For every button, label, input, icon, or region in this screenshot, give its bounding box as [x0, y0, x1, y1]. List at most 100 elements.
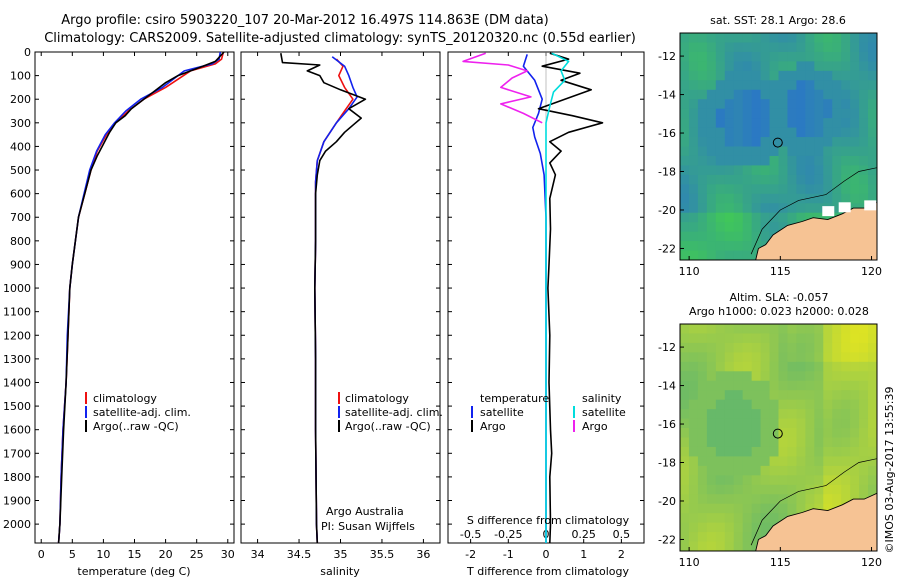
- heat-cell: [868, 99, 877, 110]
- heat-cell: [868, 446, 877, 457]
- heat-cell: [724, 33, 735, 43]
- heat-cell: [724, 380, 735, 391]
- heat-cell: [733, 108, 744, 119]
- y-tick-label: 400: [10, 140, 31, 153]
- heat-cell: [751, 118, 762, 129]
- heat-cell: [706, 222, 717, 233]
- heat-cell: [688, 494, 699, 505]
- heat-cell: [787, 118, 797, 129]
- heat-cell: [715, 165, 726, 176]
- heat-cell: [787, 475, 797, 486]
- heat-cell: [680, 532, 690, 543]
- heat-cell: [742, 203, 753, 214]
- heat-cell: [733, 127, 744, 138]
- heat-cell: [760, 409, 771, 420]
- heat-cell: [706, 437, 717, 448]
- heat-cell: [787, 352, 797, 363]
- x-tick-label: 25: [190, 548, 204, 561]
- heat-cell: [868, 333, 877, 344]
- heat-cell: [841, 89, 851, 100]
- heat-cell: [814, 80, 824, 91]
- heat-cell: [778, 324, 788, 334]
- heat-cell: [733, 146, 744, 157]
- heat-cell: [715, 51, 726, 62]
- heat-cell: [850, 333, 860, 344]
- heat-cell: [724, 513, 735, 524]
- heat-cell: [688, 231, 699, 242]
- heat-cell: [769, 494, 779, 505]
- heat-cell: [706, 212, 717, 223]
- heat-cell: [769, 155, 779, 166]
- heat-cell: [814, 165, 824, 176]
- heat-cell: [706, 361, 717, 372]
- heat-cell: [680, 503, 690, 514]
- heat-cell: [733, 380, 744, 391]
- heat-cell: [805, 165, 815, 176]
- heat-cell: [715, 137, 726, 147]
- heat-cell: [778, 380, 788, 391]
- heat-cell: [751, 324, 762, 334]
- heat-cell: [706, 250, 717, 260]
- heat-cell: [769, 428, 779, 438]
- heat-cell: [841, 51, 851, 62]
- y-tick-label: -18: [658, 457, 676, 470]
- heat-cell: [697, 494, 708, 505]
- heat-cell: [787, 184, 797, 195]
- heat-cell: [760, 418, 771, 429]
- heat-cell: [868, 51, 877, 62]
- heat-cell: [724, 212, 735, 223]
- heat-cell: [778, 456, 788, 467]
- heat-cell: [814, 484, 824, 495]
- no-data-patch: [864, 200, 877, 211]
- heat-cell: [742, 513, 753, 524]
- heat-cell: [680, 446, 690, 457]
- heat-cell: [760, 137, 771, 147]
- heat-cell: [706, 241, 717, 252]
- sst-map-title: sat. SST: 28.1 Argo: 28.6: [710, 14, 846, 27]
- heat-cell: [760, 70, 771, 81]
- heat-cell: [760, 61, 771, 72]
- x-tick-label: 20: [159, 548, 173, 561]
- heat-cell: [688, 51, 699, 62]
- y-tick-label: 1900: [3, 495, 31, 508]
- heat-cell: [715, 399, 726, 410]
- heat-cell: [697, 428, 708, 438]
- heat-cell: [868, 475, 877, 486]
- heat-cell: [706, 503, 717, 514]
- heat-cell: [868, 484, 877, 495]
- heat-cell: [697, 51, 708, 62]
- heat-cell: [823, 137, 833, 147]
- heat-cell: [823, 42, 833, 53]
- heat-cell: [742, 193, 753, 204]
- heat-cell: [823, 118, 833, 129]
- heat-cell: [706, 541, 717, 551]
- heat-cell: [805, 33, 815, 43]
- heat-cell: [850, 418, 860, 429]
- x-tick-label: 10: [96, 548, 110, 561]
- heat-cell: [680, 193, 690, 204]
- heat-cell: [733, 371, 744, 382]
- heat-cell: [760, 99, 771, 110]
- x-tick-label-salinity: 0.25: [571, 528, 596, 541]
- heat-cell: [688, 146, 699, 157]
- heat-cell: [841, 409, 851, 420]
- series-line-satellite-adj-clim-: [57, 51, 222, 544]
- difference-xlabel: T difference from climatology: [466, 565, 629, 578]
- heat-cell: [697, 99, 708, 110]
- heat-cell: [724, 361, 735, 372]
- heat-cell: [778, 165, 788, 176]
- heat-cell: [688, 33, 699, 43]
- heat-cell: [706, 155, 717, 166]
- heat-cell: [742, 241, 753, 252]
- heat-cell: [715, 222, 726, 233]
- heat-cell: [832, 418, 842, 429]
- heat-cell: [805, 503, 815, 514]
- heat-cell: [796, 380, 806, 391]
- heat-cell: [760, 361, 771, 372]
- heat-cell: [697, 390, 708, 401]
- heat-cell: [787, 494, 797, 505]
- heat-cell: [796, 61, 806, 72]
- heat-cell: [841, 165, 851, 176]
- heat-cell: [823, 108, 833, 119]
- heat-cell: [724, 89, 735, 100]
